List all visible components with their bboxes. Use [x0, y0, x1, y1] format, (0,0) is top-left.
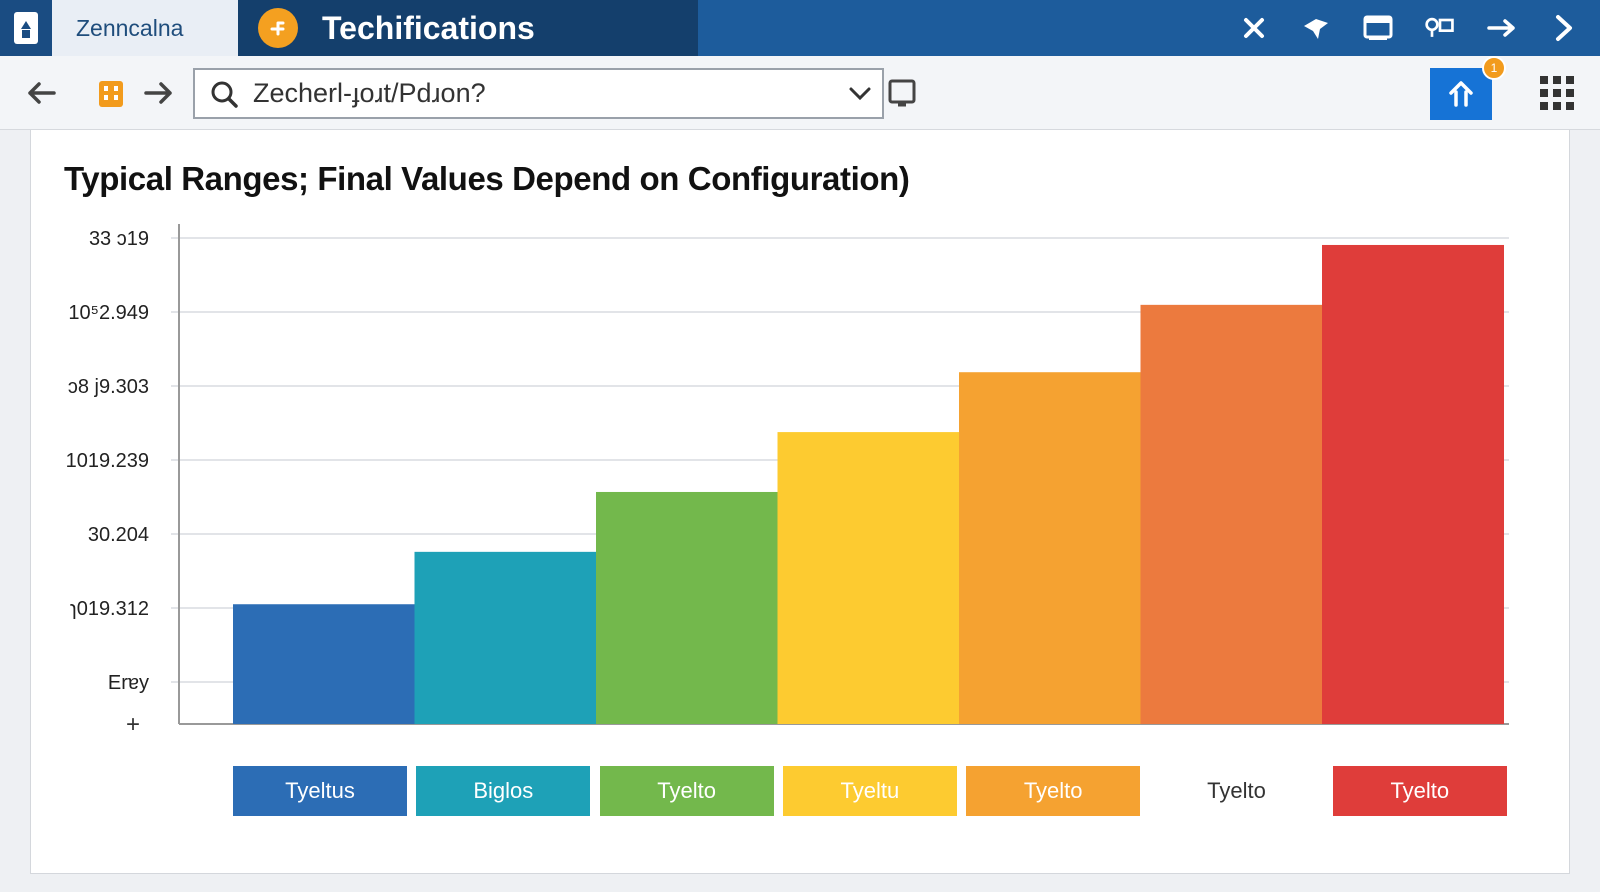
y-tick-label: 33 ɔ19: [89, 228, 149, 250]
address-toolbar: Zecherl-ɟoɹt/Pdɹon? 1: [0, 56, 1600, 130]
home-button[interactable]: [1430, 68, 1492, 120]
monitor-icon[interactable]: [883, 74, 921, 112]
legend-item[interactable]: Tyelto: [1332, 766, 1507, 816]
y-tick-label: 30.204: [88, 524, 149, 546]
tab-techifications[interactable]: Techifications: [238, 0, 698, 56]
chart-bar: [1322, 244, 1504, 724]
title-bar: Zenncalna Techifications: [0, 0, 1600, 56]
chart-card: Typical Ranges; Final Values Depend on C…: [30, 130, 1570, 874]
window-icon[interactable]: [1362, 12, 1394, 44]
close-icon[interactable]: [1238, 12, 1270, 44]
legend-item[interactable]: Tyelto: [599, 766, 774, 816]
tab-label: Zenncalna: [76, 14, 184, 41]
legend-item[interactable]: Tyelto: [1149, 766, 1324, 816]
notification-badge: 1: [1482, 56, 1506, 80]
chart-bar: [1140, 304, 1323, 724]
chart-bar: [233, 604, 415, 724]
window-controls: [1238, 0, 1580, 56]
chart-title: Typical Ranges; Final Values Depend on C…: [64, 160, 910, 197]
chevron-right-icon[interactable]: [1548, 12, 1580, 44]
forward-arrow-icon[interactable]: [1486, 12, 1518, 44]
tab-title: Techifications: [322, 9, 535, 46]
y-tick-label: Erɐy: [108, 672, 149, 694]
chevron-down-icon[interactable]: [838, 72, 882, 116]
building-icon[interactable]: [92, 74, 130, 112]
legend-item[interactable]: Tyeltus: [233, 766, 407, 816]
back-arrow-icon[interactable]: [22, 74, 60, 112]
app-menu-button[interactable]: [0, 0, 52, 56]
chart-bar: [414, 551, 597, 724]
y-tick-label: ɔ8 j9.303: [68, 376, 149, 398]
search-icon: [211, 81, 238, 108]
y-tick-label: 10⁵2.949: [68, 302, 149, 324]
chart-bar: [596, 491, 778, 724]
app-logo-icon: [258, 8, 298, 48]
chart-bar: [959, 372, 1141, 724]
share-icon[interactable]: [1424, 12, 1456, 44]
legend-item[interactable]: Biglos: [416, 766, 591, 816]
legend-item[interactable]: Tyelto: [966, 766, 1141, 816]
pin-icon[interactable]: [1300, 12, 1332, 44]
address-bar[interactable]: Zecherl-ɟoɹt/Pdɹon?: [193, 68, 884, 119]
bar-chart: 33 ɔ19 10⁵2.949 ɔ8 j9.303 1019.239 30.204 ɿ01…: [66, 224, 1509, 738]
home-icon: [1449, 81, 1473, 107]
lock-icon: [14, 12, 38, 44]
y-axis-add-label: +: [126, 711, 140, 738]
forward-icon[interactable]: [140, 74, 178, 112]
address-text: Zecherl-ɟoɹt/Pdɹon?: [253, 78, 486, 108]
y-tick-label: 1019.239: [66, 450, 149, 472]
tab-zenncalna[interactable]: Zenncalna: [52, 0, 238, 56]
chart-bar: [777, 432, 960, 724]
apps-grid-icon[interactable]: [1540, 76, 1574, 110]
y-tick-label: ɿ019.312: [70, 598, 149, 620]
legend-item[interactable]: Tyeltu: [782, 766, 957, 816]
